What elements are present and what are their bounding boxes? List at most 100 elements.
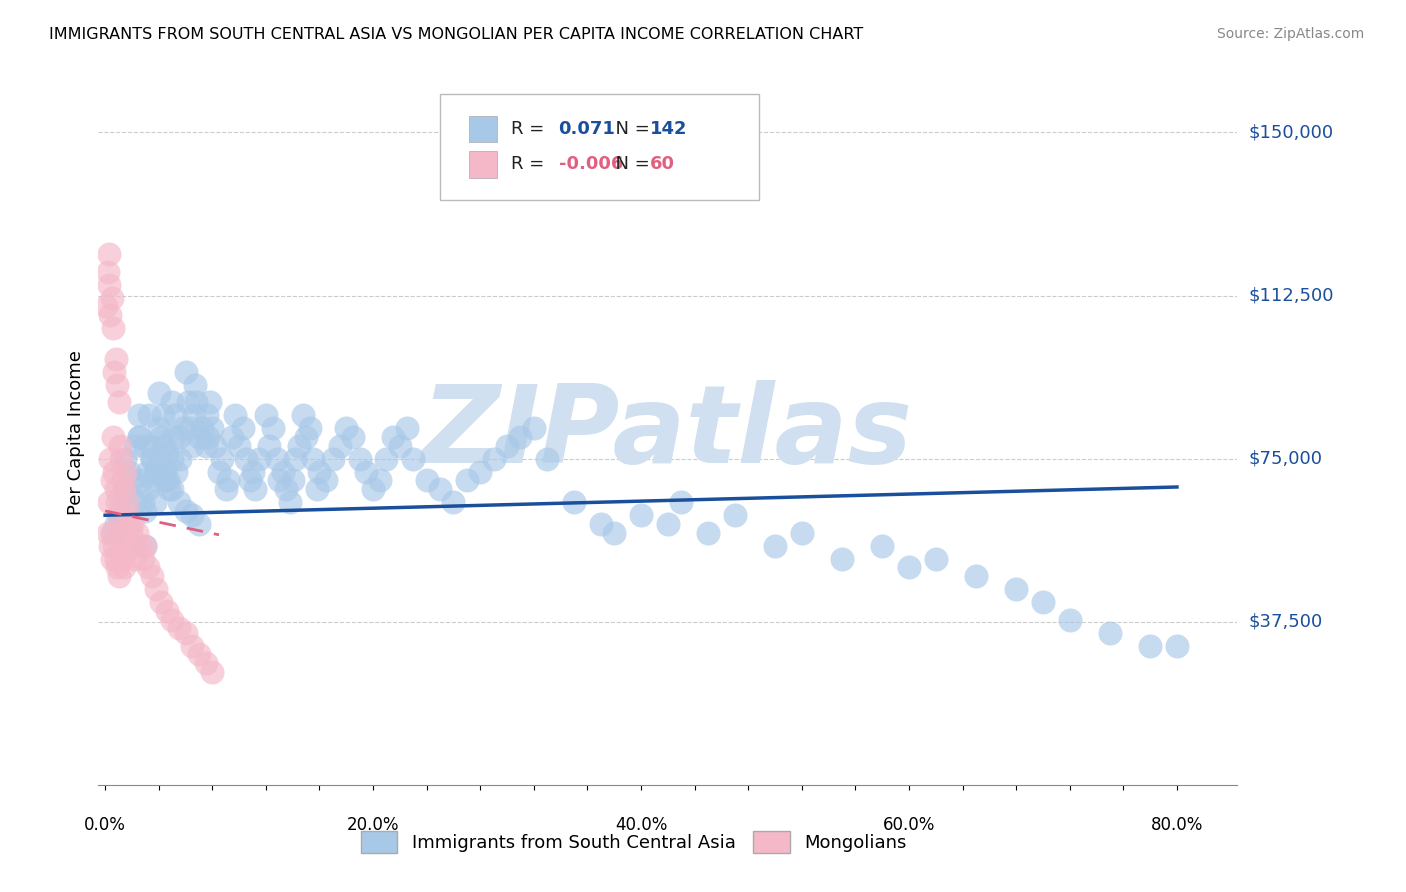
- Point: [98, 495, 121, 509]
- Point: [197, 430, 219, 444]
- Point: [100, 451, 122, 466]
- Point: [139, 439, 162, 453]
- Text: -0.006: -0.006: [558, 155, 623, 173]
- Point: [177, 395, 200, 409]
- Point: [186, 395, 208, 409]
- Point: [118, 465, 141, 479]
- Text: $37,500: $37,500: [1249, 613, 1323, 631]
- Point: [305, 482, 328, 496]
- Point: [105, 560, 128, 574]
- Point: [141, 569, 163, 583]
- Point: [1166, 639, 1188, 653]
- Point: [145, 465, 167, 479]
- Point: [108, 525, 131, 540]
- Point: [308, 465, 330, 479]
- Point: [273, 465, 295, 479]
- Point: [143, 495, 166, 509]
- Point: [118, 516, 141, 531]
- FancyBboxPatch shape: [468, 116, 498, 143]
- Point: [898, 560, 921, 574]
- Point: [630, 508, 652, 523]
- Point: [368, 474, 391, 488]
- Point: [152, 408, 174, 422]
- Point: [134, 439, 156, 453]
- Point: [228, 439, 250, 453]
- Point: [136, 560, 159, 574]
- Point: [120, 525, 142, 540]
- Point: [98, 247, 121, 261]
- Point: [301, 451, 323, 466]
- Point: [101, 291, 124, 305]
- Point: [443, 495, 465, 509]
- Point: [134, 504, 156, 518]
- Text: $75,000: $75,000: [1249, 450, 1323, 467]
- Point: [329, 439, 352, 453]
- Point: [724, 508, 747, 523]
- Text: ZIPatlas: ZIPatlas: [422, 380, 914, 485]
- Point: [870, 539, 893, 553]
- Point: [224, 408, 246, 422]
- Point: [149, 451, 172, 466]
- Point: [266, 451, 288, 466]
- Point: [160, 395, 183, 409]
- Point: [110, 495, 132, 509]
- Point: [110, 539, 132, 553]
- Point: [165, 465, 187, 479]
- Point: [111, 551, 134, 566]
- Text: N =: N =: [605, 155, 655, 173]
- Text: 20.0%: 20.0%: [347, 815, 399, 833]
- Text: 60.0%: 60.0%: [883, 815, 935, 833]
- Text: $112,500: $112,500: [1249, 286, 1334, 304]
- Text: 0.0%: 0.0%: [84, 815, 127, 833]
- Point: [482, 451, 505, 466]
- Point: [456, 474, 478, 488]
- Point: [107, 508, 129, 523]
- FancyBboxPatch shape: [468, 151, 498, 178]
- Text: R =: R =: [510, 155, 555, 173]
- Point: [965, 569, 987, 583]
- Point: [322, 451, 344, 466]
- Point: [361, 482, 384, 496]
- Point: [128, 430, 150, 444]
- Point: [269, 474, 291, 488]
- Point: [172, 421, 194, 435]
- Point: [103, 539, 125, 553]
- Point: [402, 451, 425, 466]
- Point: [155, 465, 177, 479]
- Point: [121, 516, 143, 531]
- Point: [101, 525, 124, 540]
- Point: [174, 504, 197, 518]
- Point: [117, 508, 139, 523]
- Point: [201, 421, 224, 435]
- Point: [114, 539, 136, 553]
- Point: [122, 539, 145, 553]
- Point: [257, 439, 280, 453]
- Point: [194, 656, 217, 670]
- Point: [148, 421, 170, 435]
- Point: [167, 495, 190, 509]
- Text: R =: R =: [510, 120, 555, 138]
- Point: [124, 495, 146, 509]
- Point: [278, 495, 301, 509]
- Point: [375, 451, 398, 466]
- Point: [232, 421, 254, 435]
- Point: [105, 495, 128, 509]
- Point: [97, 525, 120, 540]
- Point: [104, 351, 127, 366]
- Point: [163, 408, 186, 422]
- Point: [100, 539, 122, 553]
- Point: [589, 516, 612, 531]
- Point: [107, 395, 129, 409]
- Point: [292, 408, 315, 422]
- Point: [148, 465, 170, 479]
- Point: [148, 386, 170, 401]
- Point: [156, 604, 179, 618]
- Point: [523, 421, 546, 435]
- Point: [790, 525, 813, 540]
- Point: [349, 451, 371, 466]
- Point: [562, 495, 585, 509]
- Point: [101, 474, 124, 488]
- Point: [104, 482, 127, 496]
- Point: [187, 516, 209, 531]
- Text: Source: ZipAtlas.com: Source: ZipAtlas.com: [1216, 27, 1364, 41]
